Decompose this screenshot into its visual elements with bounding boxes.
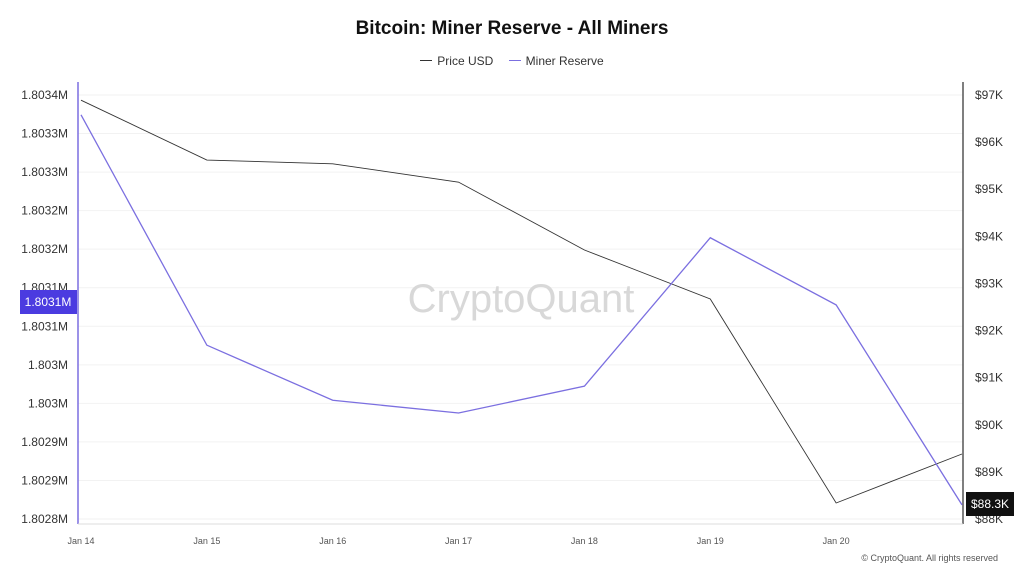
left-tick-label: 1.803M xyxy=(28,358,68,372)
right-tick-label: $97K xyxy=(975,88,1003,102)
right-tick-label: $91K xyxy=(975,371,1003,385)
left-tick-label: 1.8031M xyxy=(21,319,68,333)
x-tick-label: Jan 19 xyxy=(697,536,724,546)
series-line-price xyxy=(80,99,963,504)
x-tick-label: Jan 18 xyxy=(571,536,598,546)
left-tick-label: 1.8033M xyxy=(21,127,68,141)
legend-item-miner-reserve[interactable]: Miner Reserve xyxy=(508,53,604,68)
legend: Price USD Miner Reserve xyxy=(0,50,1024,68)
right-tick-label: $95K xyxy=(975,182,1003,196)
legend-label: Miner Reserve xyxy=(525,53,604,68)
left-tick-label: 1.8032M xyxy=(21,242,68,256)
x-tick-label: Jan 14 xyxy=(67,536,94,546)
left-tick-label: 1.8028M xyxy=(21,512,68,526)
x-tick-label: Jan 16 xyxy=(319,536,346,546)
current-value-badge-right xyxy=(966,492,1014,516)
right-tick-label: $89K xyxy=(975,465,1003,479)
legend-label: Price USD xyxy=(437,53,494,68)
left-tick-label: 1.803M xyxy=(28,396,68,410)
x-tick-label: Jan 15 xyxy=(193,536,220,546)
right-tick-label: $94K xyxy=(975,229,1003,243)
current-value-badge-left xyxy=(20,290,77,314)
chart-title: Bitcoin: Miner Reserve - All Miners xyxy=(355,18,669,39)
right-tick-label: $96K xyxy=(975,135,1003,149)
current-value-label-left: 1.8031M xyxy=(25,295,72,309)
right-tick-label: $92K xyxy=(975,324,1003,338)
left-tick-label: 1.8034M xyxy=(21,88,68,102)
watermark: CryptoQuant xyxy=(408,277,635,321)
right-tick-label: $93K xyxy=(975,276,1003,290)
copyright: © CryptoQuant. All rights reserved xyxy=(861,553,998,563)
current-value-label-right: $88.3K xyxy=(971,497,1009,511)
x-tick-label: Jan 20 xyxy=(823,536,850,546)
left-tick-label: 1.8029M xyxy=(21,473,68,487)
left-tick-label: 1.8032M xyxy=(21,204,68,218)
left-tick-label: 1.8033M xyxy=(21,165,68,179)
x-tick-label: Jan 17 xyxy=(445,536,472,546)
legend-item-price[interactable]: Price USD xyxy=(420,54,493,68)
left-tick-label: 1.8029M xyxy=(21,435,68,449)
right-tick-label: $90K xyxy=(975,418,1003,432)
series-line-miner-reserve xyxy=(80,114,963,506)
